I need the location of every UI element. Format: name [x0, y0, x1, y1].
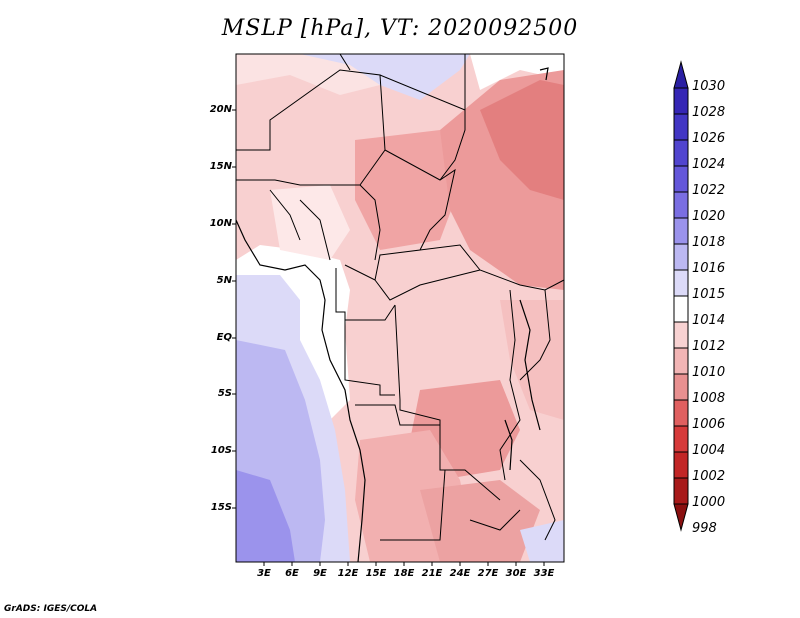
- colorbar-label: 1000: [692, 495, 726, 510]
- colorbar-swatch: [673, 425, 689, 453]
- lon-label-27e: 27E: [477, 568, 499, 579]
- colorbar-swatch: [673, 217, 689, 245]
- colorbar-swatch: [673, 113, 689, 141]
- lon-label-15e: 15E: [365, 568, 387, 579]
- map-frame: [235, 53, 565, 563]
- colorbar-swatch: [673, 139, 689, 167]
- colorbar-swatch: [673, 191, 689, 219]
- lon-label-18e: 18E: [393, 568, 415, 579]
- colorbar-label: 1014: [692, 313, 726, 328]
- lat-label-15s: 15S: [210, 502, 232, 513]
- lon-label-3e: 3E: [257, 568, 271, 579]
- colorbar-label: 1018: [692, 235, 726, 250]
- lon-label-30e: 30E: [505, 568, 527, 579]
- colorbar-label: 1004: [692, 443, 726, 458]
- axis-ticks: [232, 109, 545, 566]
- coastline: [236, 67, 549, 562]
- chart-title: MSLP [hPa], VT: 2020092500: [221, 16, 579, 41]
- colorbar-label: 998: [692, 521, 717, 536]
- colorbar-label: 1016: [692, 261, 726, 276]
- colorbar-bottom-arrow: [673, 503, 689, 532]
- lat-label-20n: 20N: [209, 104, 232, 115]
- colorbar: [673, 60, 689, 532]
- colorbar-label: 1026: [692, 131, 726, 146]
- mslp-field: [236, 54, 564, 562]
- colorbar-swatch: [673, 243, 689, 271]
- colorbar-label: 1022: [692, 183, 726, 198]
- lat-label-5n: 5N: [216, 275, 232, 286]
- lon-label-9e: 9E: [313, 568, 327, 579]
- colorbar-swatch: [673, 373, 689, 401]
- colorbar-swatch: [673, 477, 689, 505]
- lon-label-6e: 6E: [285, 568, 299, 579]
- colorbar-swatch: [673, 399, 689, 427]
- lat-label-10n: 10N: [209, 218, 232, 229]
- lat-label-eq: EQ: [216, 332, 232, 343]
- colorbar-swatch: [673, 87, 689, 115]
- colorbar-swatch: [673, 295, 689, 323]
- colorbar-top-arrow: [673, 60, 689, 89]
- colorbar-label: 1006: [692, 417, 726, 432]
- colorbar-label: 1015: [692, 287, 726, 302]
- colorbar-label: 1028: [692, 105, 726, 120]
- colorbar-label: 1008: [692, 391, 726, 406]
- lon-label-24e: 24E: [449, 568, 471, 579]
- country-borders: [236, 54, 564, 541]
- colorbar-label: 1024: [692, 157, 726, 172]
- credit-text: GrADS: IGES/COLA: [4, 604, 98, 614]
- colorbar-swatch: [673, 347, 689, 375]
- colorbar-label: 1002: [692, 469, 726, 484]
- colorbar-label: 1012: [692, 339, 726, 354]
- lon-label-33e: 33E: [533, 568, 555, 579]
- colorbar-swatch: [673, 269, 689, 297]
- colorbar-swatch: [673, 165, 689, 193]
- colorbar-swatch: [673, 451, 689, 479]
- lat-label-15n: 15N: [209, 161, 232, 172]
- colorbar-label: 1030: [692, 79, 726, 94]
- colorbar-label: 1010: [692, 365, 726, 380]
- lon-label-12e: 12E: [337, 568, 359, 579]
- lon-label-21e: 21E: [421, 568, 443, 579]
- colorbar-swatch: [673, 321, 689, 349]
- lat-label-5s: 5S: [217, 388, 232, 399]
- colorbar-label: 1020: [692, 209, 726, 224]
- lat-label-10s: 10S: [210, 445, 232, 456]
